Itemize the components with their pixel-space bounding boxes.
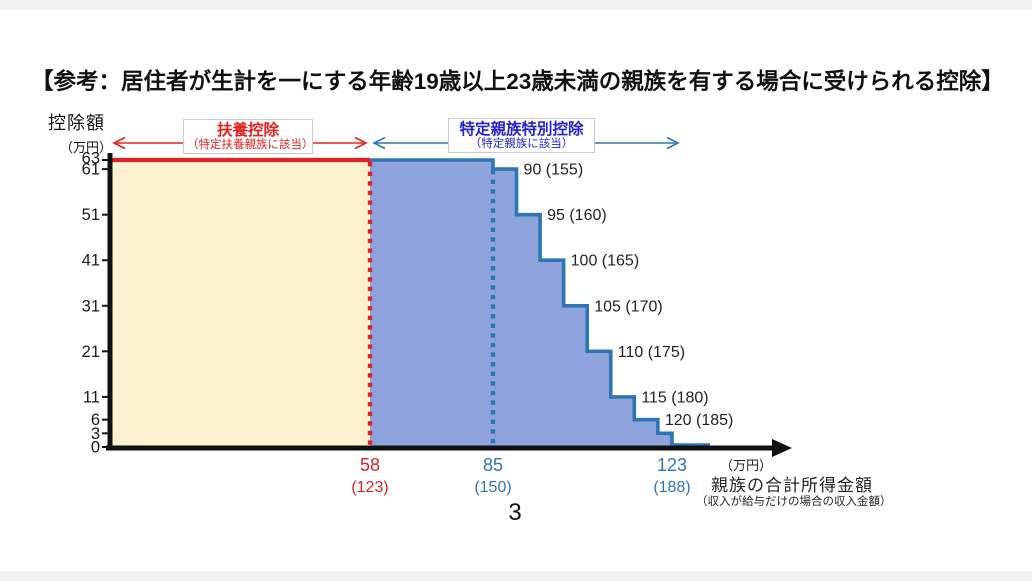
y-tick-label: 61 [82,161,100,179]
y-axis-title-text: 控除額 [48,113,105,133]
fuyo-deduction-title: 扶養控除 [216,122,279,139]
y-tick-label: 3 [91,425,100,443]
step-label: 105 (170) [594,298,663,315]
tokutei-range-arrow-right-arrowhead [666,136,680,150]
y-tick-label: 31 [82,297,100,315]
step-label: 115 (180) [641,389,708,406]
step-label: 95 (160) [547,207,607,224]
tokutei-step-line [370,158,710,447]
fuyo-deduction-subtitle: （特定扶養親族に該当） [187,139,314,152]
tokutei-deduction-title: 特定親族特別控除 [459,121,584,138]
x-axis-title: 親族の合計所得金額 [711,476,873,495]
y-tick-label: 11 [83,388,100,406]
x-tick-income: 58 [360,455,380,475]
x-axis-arrowhead [772,439,792,457]
x-tick-income: 85 [483,455,503,475]
fuyo-area [112,160,370,447]
y-axis-title: 控除額 （万円） [48,109,112,156]
tokutei-deduction-subtitle: （特定親族に該当） [469,138,574,151]
x-axis-unit: （万円） [720,458,773,473]
y-tick-label: 63 [82,150,100,168]
x-tick-salary: (150) [474,479,511,496]
tokutei-deduction-label: 特定親族特別控除 （特定親族に該当） [448,118,595,154]
y-axis-unit: （万円） [60,140,113,155]
step-label: 120 (185) [665,412,734,429]
fuyo-deduction-label: 扶養控除 （特定扶養親族に該当） [183,119,314,155]
step-label: 110 (175) [618,344,685,361]
x-tick-salary: (123) [351,479,388,496]
tokutei-area [370,160,672,447]
step-label: 90 (155) [524,162,584,179]
y-tick-label: 41 [82,252,100,270]
step-label: 100 (165) [571,253,640,270]
fuyo-range-arrow-right-arrowhead [354,136,368,150]
page-title: 【参考：居住者が生計を一にする年齢19歳以上23歳未満の親族を有する場合に受けら… [31,69,1004,94]
tokutei-range-arrow-left-arrowhead [372,136,386,150]
x-tick-income: 123 [657,455,687,475]
page-number: 3 [508,499,522,526]
fuyo-range-arrow-left-arrowhead [112,136,126,150]
y-tick-label: 0 [91,439,100,457]
y-tick-label: 6 [91,411,100,429]
y-tick-label: 51 [82,206,100,224]
x-axis-subtitle: （収入が給与だけの場合の収入金額） [696,496,892,508]
y-tick-label: 21 [82,343,100,361]
x-tick-salary: (188) [653,479,690,496]
